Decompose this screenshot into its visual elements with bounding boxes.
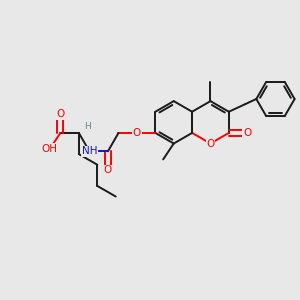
Text: H: H: [84, 122, 91, 131]
Text: O: O: [206, 139, 214, 148]
Text: OH: OH: [42, 144, 58, 154]
Text: NH: NH: [82, 146, 97, 156]
Text: O: O: [243, 128, 251, 138]
Text: O: O: [104, 165, 112, 176]
Text: O: O: [133, 128, 141, 138]
Text: O: O: [56, 109, 64, 119]
